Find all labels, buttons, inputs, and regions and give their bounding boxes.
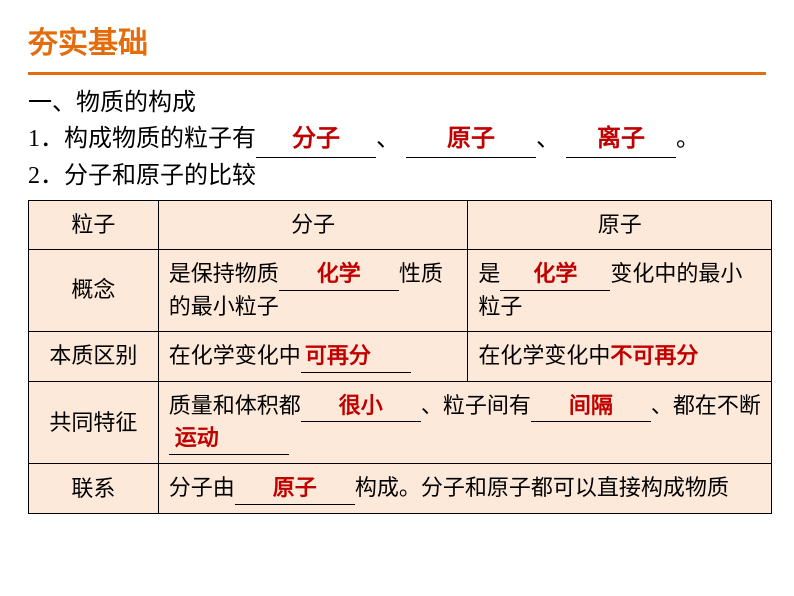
blank-ans: 化学	[500, 258, 610, 291]
th-particle: 粒子	[29, 201, 159, 250]
table-row: 概念 是保持物质化学性质的最小粒子 是化学变化中的最小粒子	[29, 249, 772, 331]
row-label-common: 共同特征	[29, 381, 159, 464]
blank-ans: 运动	[169, 422, 289, 455]
q1-sep2: 、	[536, 126, 560, 152]
blank-ans: 间隔	[531, 390, 651, 423]
content-area: 一、物质的构成 1．构成物质的粒子有分子、 原子、 离子。 2．分子和原子的比较	[0, 85, 794, 194]
txt: 质量和体积都	[169, 393, 301, 418]
table-row: 共同特征 质量和体积都很小、粒子间有间隔、都在不断运动	[29, 381, 772, 464]
blank-ans: 化学	[279, 258, 399, 291]
page-title: 夯实基础	[28, 18, 794, 62]
blank-ans: 原子	[235, 472, 355, 505]
table-row: 联系 分子由原子构成。分子和原子都可以直接构成物质	[29, 464, 772, 514]
ans-nouline: 不可再分	[610, 343, 698, 368]
row-label-difference: 本质区别	[29, 331, 159, 381]
q1-blank-2: 原子	[406, 121, 536, 158]
q1-sep1: 、	[376, 126, 400, 152]
blank-ans: 很小	[301, 390, 421, 423]
txt: 、都在不断	[651, 393, 761, 418]
txt: 分子由	[169, 475, 235, 500]
section-heading: 一、物质的构成	[28, 85, 794, 121]
txt: 在化学变化中	[169, 343, 301, 368]
txt: 是	[478, 261, 500, 286]
q1-blank-1: 分子	[256, 121, 376, 158]
cell-diff-atom: 在化学变化中不可再分	[468, 331, 772, 381]
txt: 构成。分子和原子都可以直接构成物质	[355, 475, 729, 500]
txt: 、粒子间有	[421, 393, 531, 418]
cell-diff-molecule: 在化学变化中可再分	[158, 331, 468, 381]
question-2-heading: 2．分子和原子的比较	[28, 158, 794, 194]
q1-blank-3: 离子	[566, 121, 676, 158]
comparison-table: 粒子 分子 原子 概念 是保持物质化学性质的最小粒子 是化学变化中的最小粒子 本…	[28, 200, 772, 514]
cell-common-merged: 质量和体积都很小、粒子间有间隔、都在不断运动	[158, 381, 771, 464]
blank-ans: 可再分	[301, 340, 411, 373]
question-1: 1．构成物质的粒子有分子、 原子、 离子。	[28, 121, 794, 158]
cell-concept-molecule: 是保持物质化学性质的最小粒子	[158, 249, 468, 331]
table-header-row: 粒子 分子 原子	[29, 201, 772, 250]
section-header: 夯实基础	[0, 0, 794, 68]
txt: 在化学变化中	[478, 343, 610, 368]
txt: 是保持物质	[169, 261, 279, 286]
cell-relation-merged: 分子由原子构成。分子和原子都可以直接构成物质	[158, 464, 771, 514]
table-row: 本质区别 在化学变化中可再分 在化学变化中不可再分	[29, 331, 772, 381]
q1-prefix: 1．构成物质的粒子有	[28, 126, 256, 152]
cell-concept-atom: 是化学变化中的最小粒子	[468, 249, 772, 331]
header-rule	[28, 72, 766, 75]
q1-suffix: 。	[676, 126, 700, 152]
th-atom: 原子	[468, 201, 772, 250]
th-molecule: 分子	[158, 201, 468, 250]
row-label-concept: 概念	[29, 249, 159, 331]
row-label-relation: 联系	[29, 464, 159, 514]
